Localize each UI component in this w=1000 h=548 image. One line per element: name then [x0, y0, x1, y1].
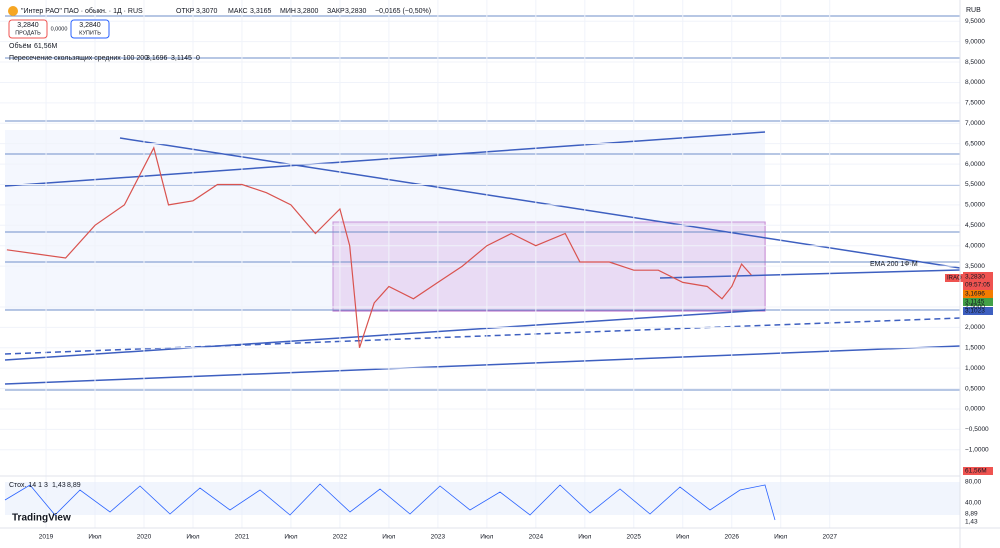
level-label: 3,1023 [965, 308, 985, 315]
y-tick-label: 9,5000 [965, 18, 985, 25]
y-tick-label: 4,0000 [965, 242, 985, 249]
y-tick-label: 6,0000 [965, 161, 985, 168]
ticker-tag [945, 274, 963, 282]
y-tick-label: 5,0000 [965, 202, 985, 209]
spread: 0,0000 [51, 26, 68, 32]
stoch-d: 8,89 [67, 482, 81, 489]
stoch-k: 1,43 [52, 482, 66, 489]
stoch-label: Стох. 14 1 3 [9, 482, 48, 489]
x-tick-label: 2020 [137, 534, 152, 541]
y-tick-label: 4,5000 [965, 222, 985, 229]
stoch-d-tag: 8,89 [965, 511, 978, 518]
y-tick-label: 6,5000 [965, 140, 985, 147]
ma100: 3,1696 [146, 55, 168, 62]
y-tick-label: 7,0000 [965, 120, 985, 127]
y-tick-label: −0,5000 [965, 426, 989, 433]
volume-label: Объём [9, 42, 31, 50]
currency: RUB [966, 7, 981, 14]
stoch-k-tag: 1,43 [965, 519, 978, 526]
ema-note: EMA 200 1Ф·М [870, 261, 918, 268]
label: МАКС [228, 8, 248, 15]
y-tick-label: 1,0000 [965, 365, 985, 372]
trend-lines [4, 131, 961, 385]
y-tick-label: 0,5000 [965, 385, 985, 392]
sell-price: 3,2840 [17, 22, 39, 29]
ma200-label: 3,1145 [965, 299, 985, 306]
y-tick-label: 5,5000 [965, 181, 985, 188]
ma200: 3,1145 [171, 55, 192, 62]
stoch-band [5, 482, 960, 515]
levels [5, 15, 960, 391]
y-tick-label: 8,0000 [965, 79, 985, 86]
y-tick-label: −1,0000 [965, 447, 989, 454]
buy-price: 3,2840 [79, 22, 101, 29]
stoch-line [4, 483, 776, 521]
label: ЗАКР [327, 8, 345, 15]
buy-button[interactable] [70, 19, 110, 39]
y-tick-label: 3,5000 [965, 263, 985, 270]
x-tick-label: 2027 [822, 534, 837, 541]
buy-label: КУПИТЬ [79, 30, 101, 36]
sell-button[interactable] [8, 19, 48, 39]
volume-label: 61,56M [965, 468, 987, 475]
value: 3,2800 [297, 8, 319, 15]
y-tick-label: 9,0000 [965, 38, 985, 45]
symbol: "Интер РАО" ПАО · обыкн. · 1Д · RUS [21, 7, 143, 15]
x-tick-label: 2021 [235, 534, 250, 541]
last: 3,2830 [965, 274, 985, 281]
ma200-tag [963, 298, 993, 306]
x-tick-label: Июл [88, 534, 101, 541]
volume: 61,56M [34, 43, 58, 50]
x-tick-label: Июл [284, 534, 297, 541]
x-tick-label: Июл [186, 534, 199, 541]
channel-fill [5, 130, 765, 310]
logo [8, 6, 18, 16]
value: 3,3070 [196, 8, 218, 15]
y-tick-label: 1,5000 [965, 344, 985, 351]
label: ОТКР [176, 8, 195, 15]
ma100-label: 3,1696 [965, 291, 985, 298]
label: МИН [280, 8, 296, 15]
last-tag [963, 272, 993, 290]
x-tick-label: 2026 [725, 534, 740, 541]
y-tick-label: 2,0000 [965, 324, 985, 331]
value: 3,2830 [345, 8, 367, 15]
x-tick-label: 2019 [39, 534, 54, 541]
change: −0,0165 (−0,50%) [375, 8, 431, 15]
x-tick-label: Июл [382, 534, 395, 541]
level-tag [963, 307, 993, 315]
x-tick-label: Июл [774, 534, 787, 541]
stoch-tick: 80,00 [965, 479, 982, 486]
x-tick-label: 2025 [627, 534, 642, 541]
x-tick-label: Июл [578, 534, 591, 541]
plot [0, 0, 960, 528]
x-tick-label: 2023 [431, 534, 446, 541]
y-tick-label: 2,5000 [965, 304, 985, 311]
ma-extra: 0 [196, 55, 200, 62]
sell-label: ПРОДАТЬ [15, 30, 41, 36]
y-tick-label: 8,5000 [965, 59, 985, 66]
value: 3,3165 [250, 8, 272, 15]
ma100-tag [963, 290, 993, 298]
volume-tag [963, 467, 993, 475]
brand: TradingView [12, 513, 71, 524]
stoch-tick: 40,00 [965, 500, 982, 507]
y-tick-label: 0,0000 [965, 406, 985, 413]
timer: 09:57:05 [965, 282, 991, 289]
price-line [6, 146, 752, 348]
ticker: IRAO [947, 276, 962, 282]
x-tick-label: Июл [676, 534, 689, 541]
x-tick-label: 2024 [529, 534, 544, 541]
y-tick-label: 7,5000 [965, 100, 985, 107]
ma-cross: Пересечение скользящих средних 100 200 [9, 55, 148, 62]
x-tick-label: 2022 [333, 534, 348, 541]
x-tick-label: Июл [480, 534, 493, 541]
